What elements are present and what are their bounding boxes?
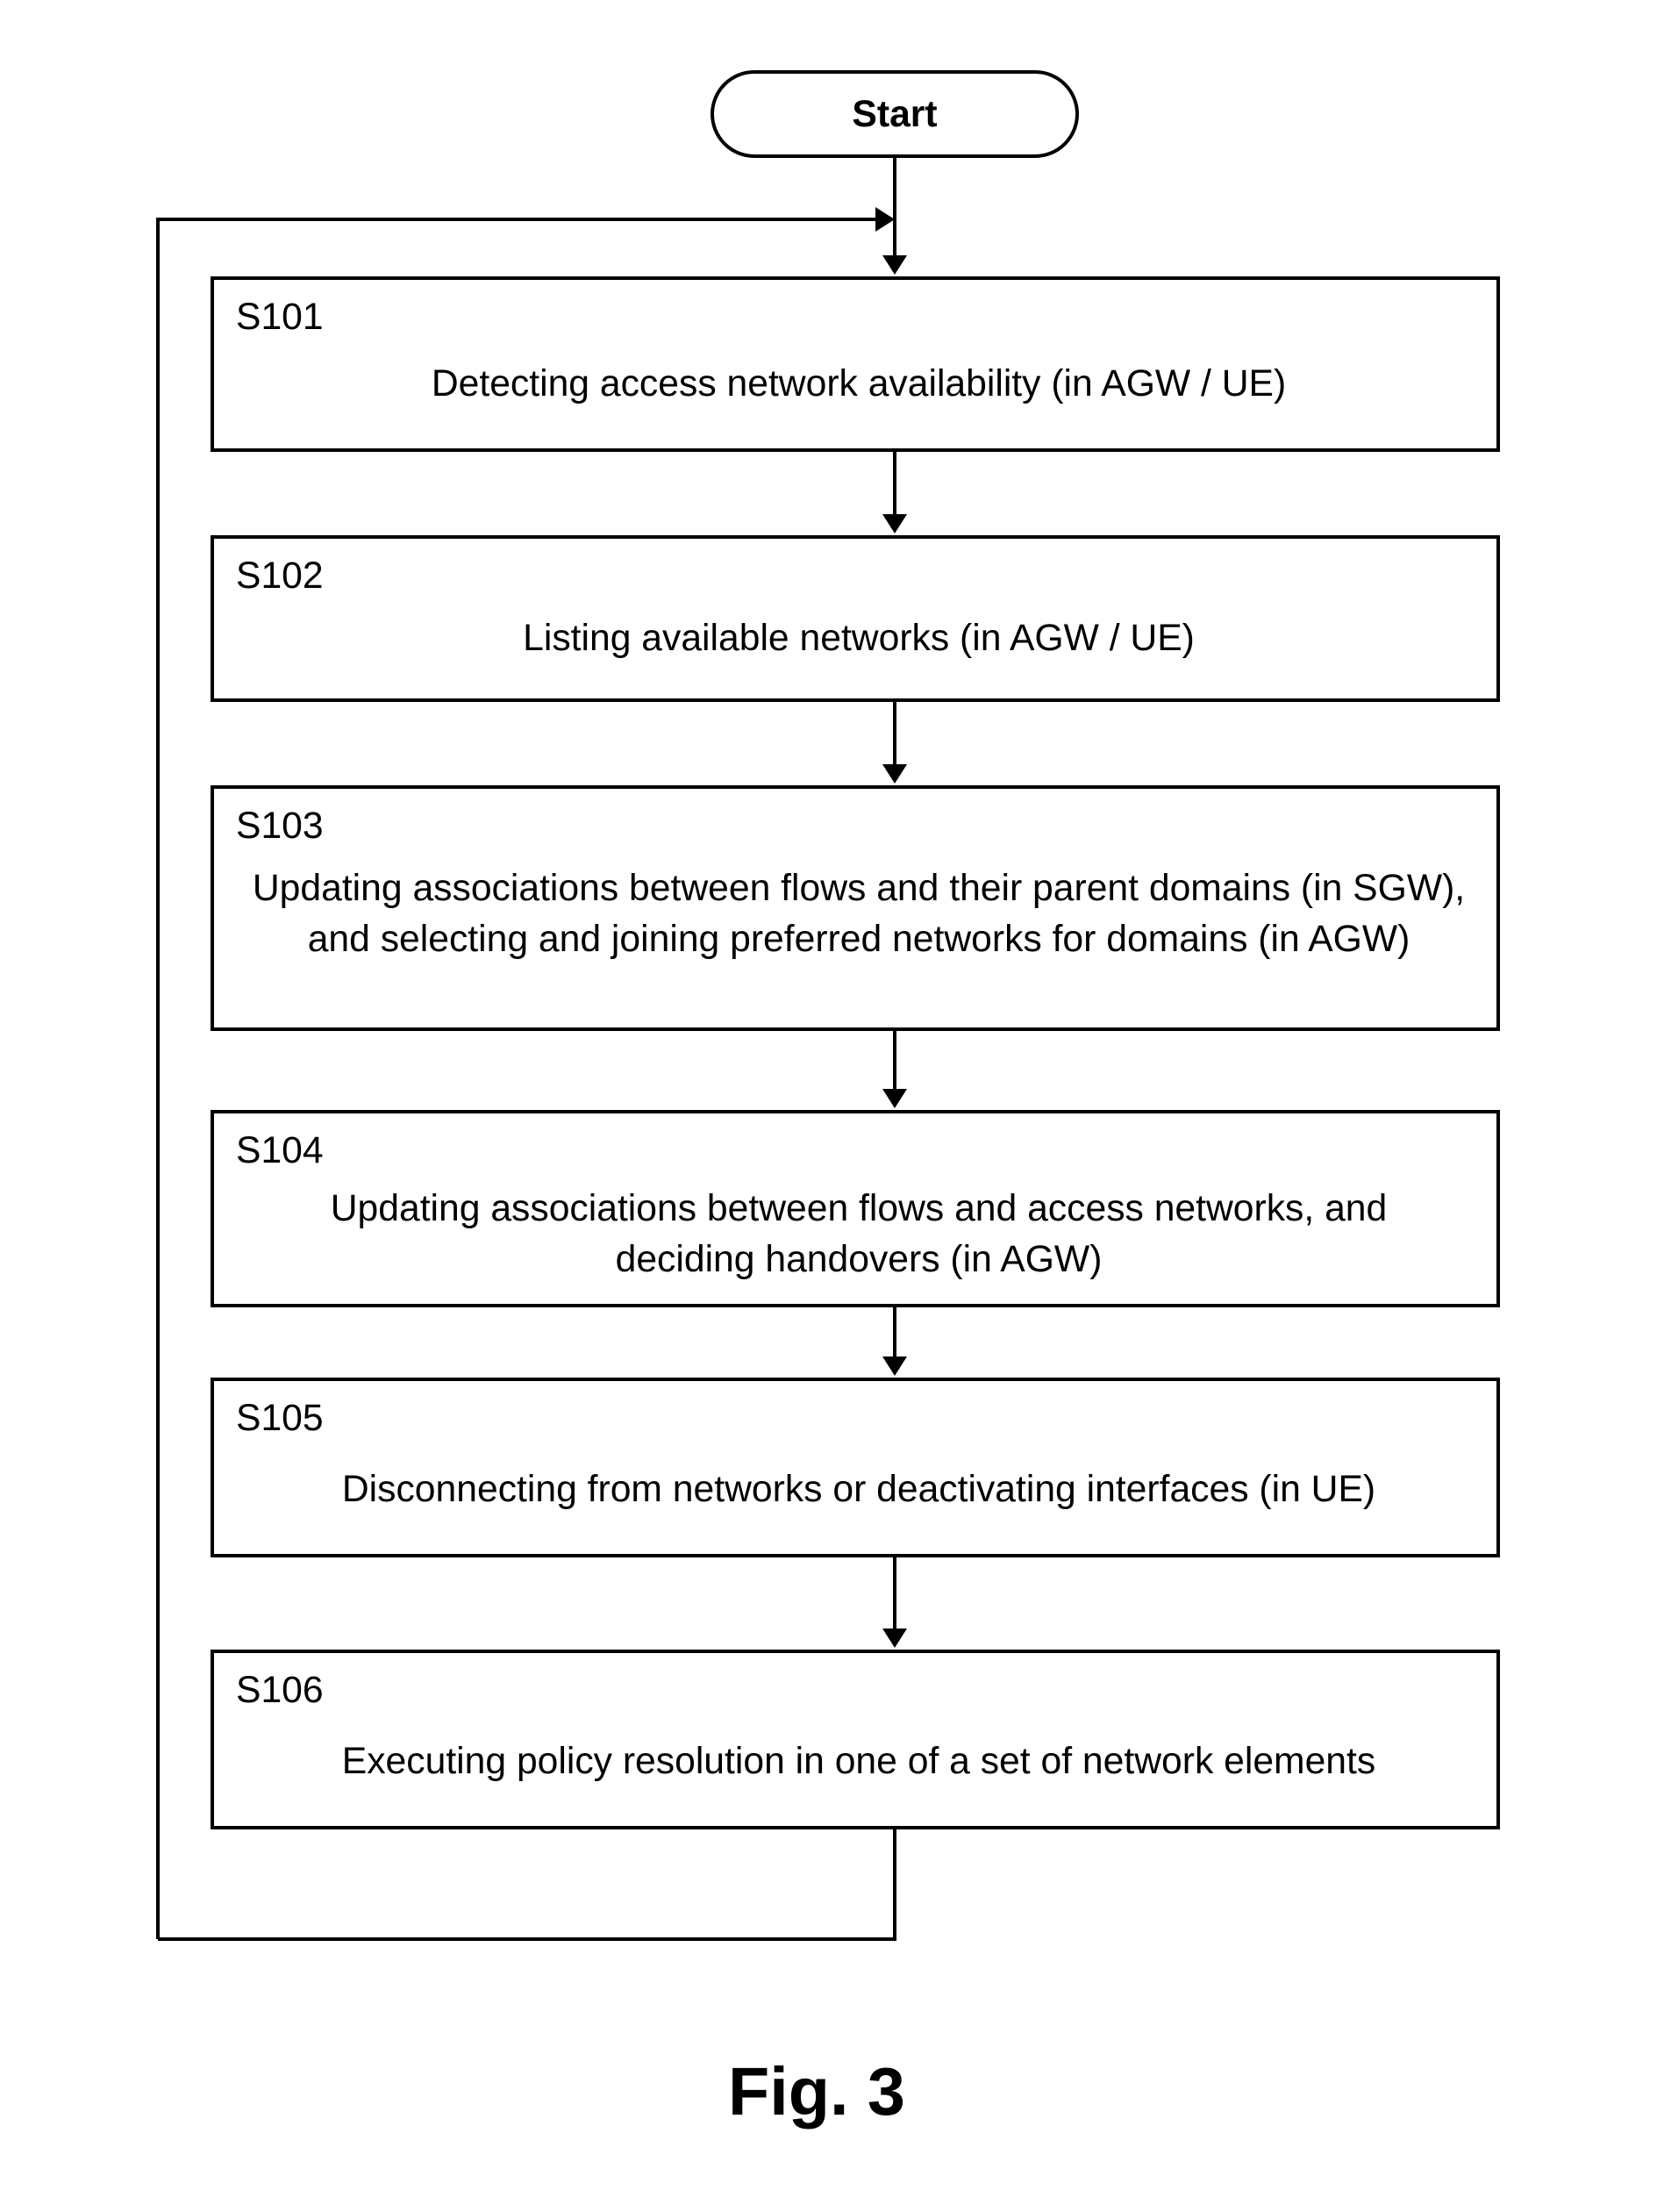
step-s101: S101 Detecting access network availabilit…: [211, 276, 1500, 452]
step-text: Listing available networks (in AGW / UE): [302, 613, 1416, 664]
loop-line: [156, 219, 160, 1939]
page: Start S101 Detecting access network availa…: [0, 0, 1664, 2212]
step-id: S101: [236, 296, 324, 339]
step-text: Updating associations between flows and …: [258, 1184, 1460, 1285]
step-s102: S102 Listing available networks (in AGW /…: [211, 535, 1500, 702]
connector-line: [893, 1557, 896, 1630]
arrow-head-icon: [882, 1357, 907, 1376]
connector-line: [893, 452, 896, 516]
loop-line: [158, 1937, 896, 1941]
arrow-head-icon: [882, 764, 907, 784]
step-id: S105: [236, 1397, 324, 1440]
arrow-head-icon: [882, 1089, 907, 1108]
start-node: Start: [711, 70, 1079, 158]
loop-line: [893, 1829, 896, 1939]
arrow-head-icon: [882, 255, 907, 275]
connector-line: [893, 1031, 896, 1091]
loop-line: [156, 218, 875, 221]
step-s105: S105 Disconnecting from networks or deact…: [211, 1378, 1500, 1557]
start-label: Start: [852, 93, 937, 136]
step-s106: S106 Executing policy resolution in one o…: [211, 1650, 1500, 1829]
step-id: S106: [236, 1669, 324, 1712]
step-text: Executing policy resolution in one of a …: [284, 1736, 1433, 1787]
step-id: S102: [236, 555, 324, 598]
connector-line: [893, 702, 896, 766]
arrow-head-icon: [882, 1629, 907, 1648]
step-id: S103: [236, 805, 324, 848]
figure-caption: Fig. 3: [728, 2053, 905, 2131]
arrow-head-icon: [882, 514, 907, 533]
step-text: Detecting access network availability (i…: [302, 359, 1416, 410]
step-id: S104: [236, 1129, 324, 1172]
step-text: Updating associations between flows and …: [249, 863, 1468, 964]
step-text: Disconnecting from networks or deactivat…: [284, 1464, 1433, 1515]
arrow-head-icon: [875, 207, 895, 232]
step-s103: S103 Updating associations between flows …: [211, 785, 1500, 1031]
connector-line: [893, 1307, 896, 1358]
step-s104: S104 Updating associations between flows …: [211, 1110, 1500, 1307]
